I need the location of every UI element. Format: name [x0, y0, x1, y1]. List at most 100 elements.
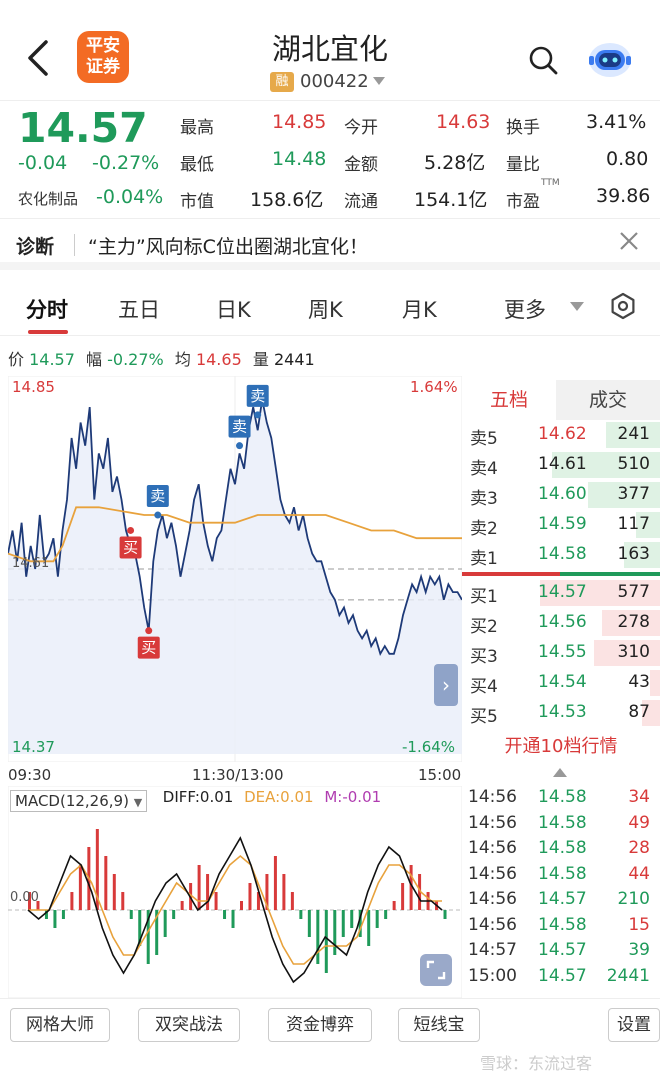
macd-diff-label: DIFF:0.01 [162, 788, 234, 806]
level-label: 卖1 [470, 549, 498, 569]
caret-down-icon[interactable] [373, 77, 385, 85]
diagnosis-bar[interactable] [0, 218, 660, 270]
sector-name[interactable]: 农化制品 [18, 190, 79, 208]
ai-assistant-robot-icon[interactable] [586, 36, 634, 80]
sell-marker[interactable]: 卖 [146, 485, 169, 519]
buy-marker[interactable]: 买 [119, 526, 142, 559]
bid-row[interactable]: 买5 14.53 87 [462, 698, 660, 728]
gear-icon[interactable] [609, 292, 637, 320]
macd-histogram-bar [341, 910, 345, 937]
trade-volume: 39 [628, 940, 650, 960]
macd-histogram-bar [104, 856, 108, 910]
level-label: 买2 [470, 617, 498, 637]
trade-volume: 210 [617, 889, 650, 909]
close-icon[interactable] [618, 230, 640, 252]
settings-button[interactable]: 设置 [608, 1008, 660, 1042]
grid-master-button[interactable]: 网格大师 [10, 1008, 110, 1042]
x-label-close: 15:00 [418, 766, 462, 784]
info-vol: 2441 [273, 350, 315, 369]
macd-zero-label: 0.00 [10, 890, 39, 905]
tab-weekly-k[interactable]: 周K [308, 298, 343, 322]
bid-row[interactable]: 买1 14.57 577 [462, 578, 660, 608]
diagnosis-separator [74, 234, 75, 256]
tab-more[interactable]: 更多 [504, 298, 546, 322]
volume-bar [636, 512, 660, 538]
bid-row[interactable]: 买2 14.56 278 [462, 608, 660, 638]
price-area [8, 399, 462, 754]
price-change: -0.04 [18, 152, 68, 174]
macd-histogram-bar [172, 910, 176, 919]
macd-histogram-bar [299, 910, 303, 919]
level-price: 14.61 [538, 454, 587, 474]
sell-marker[interactable]: 卖 [228, 415, 251, 450]
last-price: 14.57 [18, 104, 148, 152]
macd-histogram-bar [367, 910, 371, 946]
trade-time: 14:56 [468, 889, 517, 909]
tab-order-levels[interactable]: 五档 [462, 380, 556, 420]
ask-row[interactable]: 卖2 14.59 117 [462, 510, 660, 540]
macd-histogram-bar [282, 874, 286, 910]
open-10-level-button[interactable]: 开通10档行情 [504, 736, 618, 757]
caret-up-icon[interactable] [553, 768, 567, 777]
x-label-open: 09:30 [8, 766, 52, 784]
level-volume: 87 [628, 702, 650, 722]
marker-label: 卖 [232, 418, 247, 436]
tab-five-day[interactable]: 五日 [118, 298, 160, 322]
ask-row[interactable]: 卖5 14.62 241 [462, 420, 660, 450]
bid-row[interactable]: 买3 14.55 310 [462, 638, 660, 668]
average-line [8, 506, 462, 563]
caret-down-icon[interactable] [570, 302, 584, 311]
broker-logo[interactable]: 平安 证券 [77, 31, 129, 83]
macd-histogram-bar [265, 874, 269, 910]
stock-code[interactable]: 000422 [300, 71, 369, 92]
trade-row: 14:56 14.58 44 [462, 863, 660, 889]
ask-row[interactable]: 卖3 14.60 377 [462, 480, 660, 510]
sell-marker[interactable]: 卖 [246, 384, 269, 419]
trade-volume: 2441 [606, 965, 650, 986]
macd-histogram-bar [163, 910, 167, 937]
ask-row[interactable]: 卖1 14.58 163 [462, 540, 660, 570]
level-volume: 577 [617, 582, 650, 602]
bid-row[interactable]: 买4 14.54 43 [462, 668, 660, 698]
level-label: 卖2 [470, 519, 498, 539]
macd-histogram-bar [333, 910, 337, 955]
x-label-midday: 11:30/13:00 [192, 766, 284, 784]
tab-daily-k[interactable]: 日K [216, 298, 251, 322]
macd-histogram-bar [418, 874, 422, 910]
level-volume: 310 [617, 642, 650, 662]
back-arrow-icon[interactable] [22, 38, 56, 78]
trade-price: 14.58 [538, 914, 587, 935]
tab-intraday[interactable]: 分时 [26, 298, 68, 322]
double-breakout-button[interactable]: 双突战法 [138, 1008, 240, 1042]
field-value-low: 14.48 [272, 148, 327, 170]
level-volume: 43 [628, 672, 650, 692]
trade-volume: 28 [628, 838, 650, 858]
macd-chart[interactable] [8, 786, 462, 998]
volume-bar [594, 640, 660, 666]
field-value-float-cap: 154.1亿 [414, 189, 488, 211]
info-price-label: 价 [8, 350, 25, 369]
buy-marker[interactable]: 买 [137, 627, 160, 659]
fullscreen-expand-icon[interactable] [420, 954, 452, 986]
level-price: 14.54 [538, 672, 587, 692]
chevron-right-icon[interactable]: › [434, 664, 458, 706]
macd-indicator-selector[interactable]: MACD(12,26,9) ▼ [10, 790, 148, 812]
y-mid-label: 14.61 [12, 556, 50, 571]
macd-histogram-bar [307, 910, 311, 937]
macd-legend: DIFF:0.01 DEA:0.01 M:-0.01 [8, 788, 462, 812]
macd-histogram-bar [129, 910, 133, 919]
diagnosis-text[interactable]: “主力”风向标C位出圈湖北宜化！ [88, 236, 368, 258]
trade-time: 14:56 [468, 787, 517, 807]
tab-monthly-k[interactable]: 月K [402, 298, 437, 322]
marker-label: 卖 [150, 487, 165, 505]
field-value-volume-ratio: 0.80 [606, 148, 649, 170]
level-volume: 163 [617, 544, 650, 564]
ask-row[interactable]: 卖4 14.61 510 [462, 450, 660, 480]
info-avg-label: 均 [174, 350, 191, 369]
tab-trades[interactable]: 成交 [556, 380, 660, 420]
short-line-button[interactable]: 短线宝 [398, 1008, 480, 1042]
fund-game-button[interactable]: 资金博弈 [268, 1008, 372, 1042]
level-price: 14.55 [538, 642, 587, 662]
search-icon[interactable] [527, 44, 559, 76]
